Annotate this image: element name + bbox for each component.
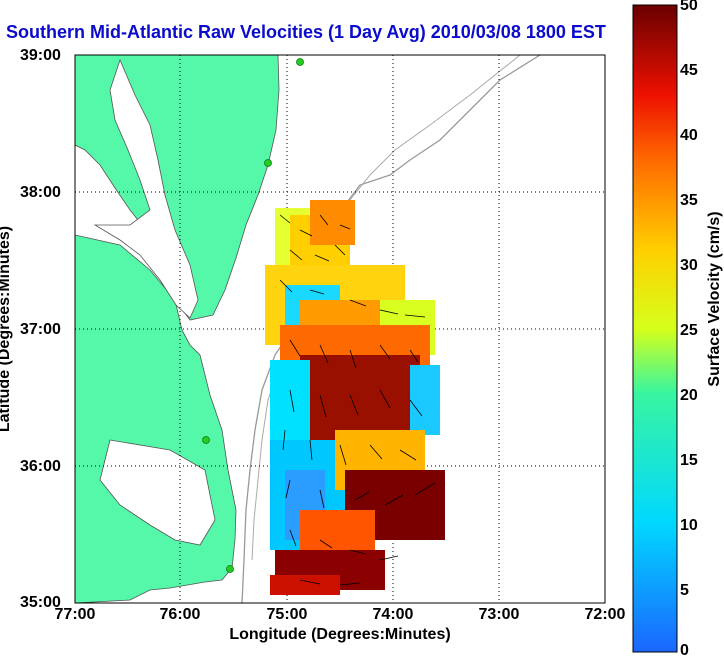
colorbar-tick: 35: [680, 192, 698, 209]
colorbar-tick: 5: [680, 582, 689, 599]
x-tick-label: 73:00: [478, 606, 520, 623]
sound: [99, 439, 216, 546]
map-title: Southern Mid-Atlantic Raw Velocities (1 …: [6, 22, 606, 42]
velocity-vectors: [279, 214, 436, 586]
y-tick-label: 36:00: [20, 458, 61, 475]
colorbar-tick: 30: [680, 257, 698, 274]
x-tick-label: 76:00: [159, 606, 201, 623]
colorbar-tick: 10: [680, 517, 698, 534]
colorbar: [632, 4, 678, 653]
y-tick-label: 39:00: [20, 47, 61, 64]
colorbar-tick: 0: [680, 642, 689, 659]
x-tick-label: 75:00: [266, 606, 308, 623]
y-tick-label: 35:00: [20, 594, 61, 611]
x-tick-label: 77:00: [54, 606, 96, 623]
x-axis-label: Longitude (Degrees:Minutes): [229, 626, 451, 643]
x-tick-label: 74:00: [372, 606, 414, 623]
y-tick-label: 37:00: [20, 321, 61, 338]
colorbar-tick: 15: [680, 452, 698, 469]
colorbar-tick: 50: [680, 0, 698, 14]
plot-frame: [74, 54, 606, 604]
colorbar-tick: 20: [680, 387, 698, 404]
y-axis-label: Latitude (Degrees:Minutes): [0, 225, 13, 433]
colorbar-tick: 25: [680, 322, 698, 339]
colorbar-tick: 40: [680, 127, 698, 144]
y-tick-label: 38:00: [20, 184, 61, 201]
colorbar-tick: 45: [680, 62, 698, 79]
x-tick-label: 72:00: [584, 606, 626, 623]
chesapeake-bay: [93, 58, 199, 319]
velocity-field: [265, 200, 445, 595]
station-markers: [202, 58, 304, 573]
